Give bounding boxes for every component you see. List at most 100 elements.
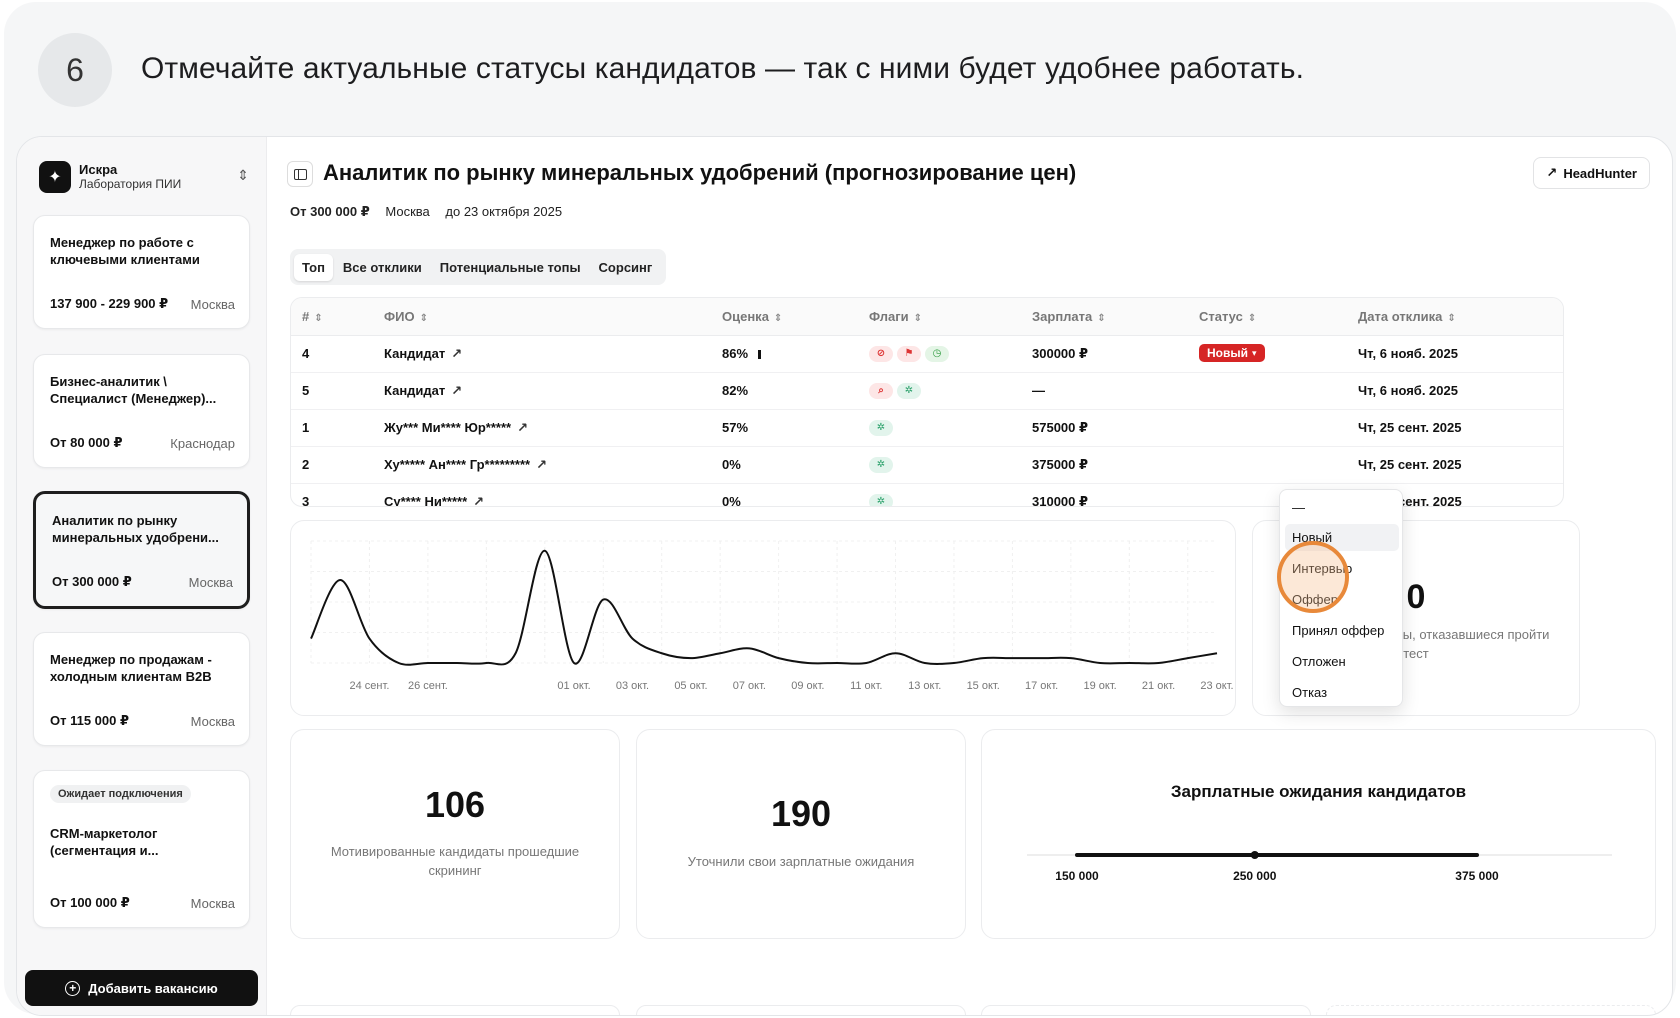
row-salary: 375000 ₽ [1032, 457, 1089, 472]
status-option-none[interactable]: — [1292, 500, 1305, 515]
chevron-down-icon: ▾ [1252, 347, 1257, 358]
status-option-accepted[interactable]: Принял оффер [1292, 623, 1385, 638]
row-flags: ⊘ ⚑ ◷ [869, 345, 953, 362]
vacancy-card[interactable]: Бизнес-аналитик \ Специалист (Менеджер).… [33, 354, 250, 468]
col-name[interactable]: ФИО ⇕ [384, 309, 428, 324]
vacancy-card[interactable]: Менеджер по продажам - холодным клиентам… [33, 632, 250, 746]
add-vacancy-label: Добавить вакансию [88, 980, 218, 996]
candidate-link[interactable]: Су**** Ни***** ↗ [384, 494, 485, 507]
org-logo-icon: ✦ [39, 161, 71, 193]
tabs: Топ Все отклики Потенциальные топы Сорси… [290, 249, 667, 285]
candidate-link[interactable]: Жу*** Ми**** Юр***** ↗ [384, 420, 528, 435]
x-tick-label: 17 окт. [1025, 680, 1058, 692]
vacancy-title: Аналитик по рынку минеральных удобрени..… [52, 513, 219, 545]
search-icon: ⌕ [869, 382, 893, 399]
vacancy-city: Краснодар [170, 436, 235, 451]
sort-icon: ⇕ [1447, 313, 1456, 324]
row-score: 82% [722, 383, 749, 398]
tab-all-responses[interactable]: Все отклики [342, 259, 422, 275]
row-date: Чт, 6 нояб. 2025 [1358, 383, 1458, 398]
status-option-postponed[interactable]: Отложен [1292, 654, 1346, 669]
row-flags: ✲ [869, 419, 897, 436]
app-window: ✦ Искра Лаборатория ПИИ ⇕ Менеджер по ра… [16, 136, 1673, 1016]
x-tick-label: 26 сент. [408, 680, 448, 692]
external-link-icon: ↗ [517, 420, 528, 435]
table-row[interactable]: 5 Кандидат ↗ 82% ⌕ ✲ — Чт, 6 нояб. 2025 [291, 373, 1563, 410]
row-salary: — [1032, 383, 1045, 398]
vacancy-salary: От 300 000 ₽ [52, 574, 132, 589]
salary-expectations-card: Зарплатные ожидания кандидатов 150 000 25… [981, 729, 1656, 939]
sidebar: ✦ Искра Лаборатория ПИИ ⇕ Менеджер по ра… [17, 137, 267, 1015]
flag-icon: ⚑ [897, 345, 921, 362]
row-score: 0% [722, 494, 741, 507]
motivated-card: 106 Мотивированные кандидаты прошедшие с… [290, 729, 620, 939]
plus-circle-icon: + [65, 980, 81, 996]
vacancy-card[interactable]: Ожидает подключения CRM-маркетолог (сегм… [33, 770, 250, 928]
card-peek [1326, 1005, 1656, 1015]
row-num: 5 [302, 383, 310, 398]
x-tick-label: 07 окт. [733, 680, 766, 692]
vacancy-card-active[interactable]: Аналитик по рынку минеральных удобрени..… [33, 491, 250, 609]
x-tick-label: 19 окт. [1083, 680, 1116, 692]
meta-salary: От 300 000 ₽ [290, 204, 370, 219]
vacancy-meta: От 300 000 ₽ Москва до 23 октября 2025 [290, 204, 574, 220]
responses-line-chart: 24 сент. 26 сент. 01 окт. 03 окт. 05 окт. 07 … [310, 540, 1234, 692]
vacancy-title: Менеджер по продажам - холодным клиентам… [50, 652, 212, 684]
toggle-sidebar-icon[interactable] [287, 161, 313, 187]
col-flags[interactable]: Флаги ⇕ [869, 309, 923, 324]
tab-top[interactable]: Топ [294, 253, 333, 281]
card-peek [981, 1005, 1311, 1015]
row-score: 57% [722, 420, 749, 435]
stat-value: 0 [1406, 578, 1426, 616]
table-row[interactable]: 4 Кандидат ↗ 86% ⊘ ⚑ ◷ 300000 ₽ Новый ▾ Чт, … [291, 336, 1563, 373]
col-status[interactable]: Статус ⇕ [1199, 309, 1257, 324]
row-date: Чт, 25 сент. 2025 [1358, 420, 1462, 435]
col-score[interactable]: Оценка ⇕ [722, 309, 783, 324]
sparkle-icon: ✲ [869, 456, 893, 473]
external-link-icon: ↗ [451, 346, 463, 361]
x-tick-label: 21 окт. [1142, 680, 1175, 692]
status-option-rejected[interactable]: Отказ [1292, 685, 1328, 700]
vacancy-card[interactable]: Менеджер по работе с ключевыми клиентами… [33, 215, 250, 329]
status-badge-new: Новый ▾ [1199, 344, 1265, 362]
stat-label: Мотивированные кандидаты прошедшие скрин… [330, 844, 580, 878]
external-link-icon: ↗ [1546, 165, 1558, 180]
responses-chart-card: 24 сент. 26 сент. 01 окт. 03 окт. 05 окт. 07 … [290, 520, 1236, 716]
salary-median-marker [1250, 851, 1259, 859]
step-text: Отмечайте актуальные статусы кандидатов … [141, 52, 1305, 85]
stat-label: Уточнили свои зарплатные ожидания [687, 854, 915, 869]
salary-range-chart: 150 000 250 000 375 000 [1027, 851, 1612, 883]
salary-tick-label: 375 000 [1455, 869, 1499, 883]
vacancy-salary: От 100 000 ₽ [50, 895, 130, 910]
vacancy-salary: От 115 000 ₽ [50, 713, 130, 728]
click-highlight-ring [1277, 541, 1349, 613]
x-tick-label: 05 окт. [674, 680, 707, 692]
chevron-updown-icon: ⇕ [237, 167, 249, 183]
table-row[interactable]: 2 Ху***** Ан**** Гр********* ↗ 0% ✲ 37500… [291, 447, 1563, 484]
row-num: 1 [302, 420, 310, 435]
stat-value: 190 [770, 793, 832, 834]
col-num[interactable]: # ⇕ [302, 309, 323, 324]
table-header: # ⇕ ФИО ⇕ Оценка ⇕ Флаги ⇕ Зарплата ⇕ Статус ⇕… [291, 298, 1563, 336]
tab-sourcing[interactable]: Сорсинг [598, 259, 653, 275]
org-switcher[interactable]: ✦ Искра Лаборатория ПИИ ⇕ [39, 157, 249, 197]
status-select[interactable]: Новый ▾ [1199, 344, 1265, 362]
row-num: 4 [302, 346, 310, 361]
pending-badge: Ожидает подключения [50, 785, 191, 803]
x-tick-label: 15 окт. [967, 680, 1000, 692]
col-date[interactable]: Дата отклика ⇕ [1358, 309, 1456, 324]
x-tick-label: 11 окт. [850, 680, 882, 692]
meta-city: Москва [385, 204, 430, 219]
step-number: 6 [38, 33, 112, 107]
candidate-link[interactable]: Ху***** Ан**** Гр********* ↗ [384, 457, 547, 472]
table-row[interactable]: 1 Жу*** Ми**** Юр***** ↗ 57% ✲ 575000 ₽ Ч… [291, 410, 1563, 447]
vacancy-title: Менеджер по работе с ключевыми клиентами [50, 235, 200, 267]
candidate-link[interactable]: Кандидат ↗ [384, 383, 463, 398]
row-score: 0% [722, 457, 741, 472]
tab-potential-tops[interactable]: Потенциальные топы [439, 259, 581, 275]
col-salary[interactable]: Зарплата ⇕ [1032, 309, 1106, 324]
candidate-link[interactable]: Кандидат ↗ [384, 346, 463, 361]
add-vacancy-button[interactable]: + Добавить вакансию [25, 970, 258, 1006]
headhunter-button[interactable]: ↗ HeadHunter [1533, 157, 1650, 189]
row-salary: 575000 ₽ [1032, 420, 1089, 435]
